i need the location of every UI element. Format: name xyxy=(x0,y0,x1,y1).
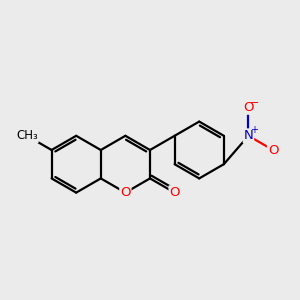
Text: O: O xyxy=(243,101,254,114)
Text: O: O xyxy=(268,143,278,157)
Text: N: N xyxy=(244,129,253,142)
Text: CH₃: CH₃ xyxy=(16,129,38,142)
Text: O: O xyxy=(120,186,130,199)
Text: −: − xyxy=(250,98,260,108)
Text: O: O xyxy=(169,186,180,199)
Text: +: + xyxy=(250,125,257,135)
